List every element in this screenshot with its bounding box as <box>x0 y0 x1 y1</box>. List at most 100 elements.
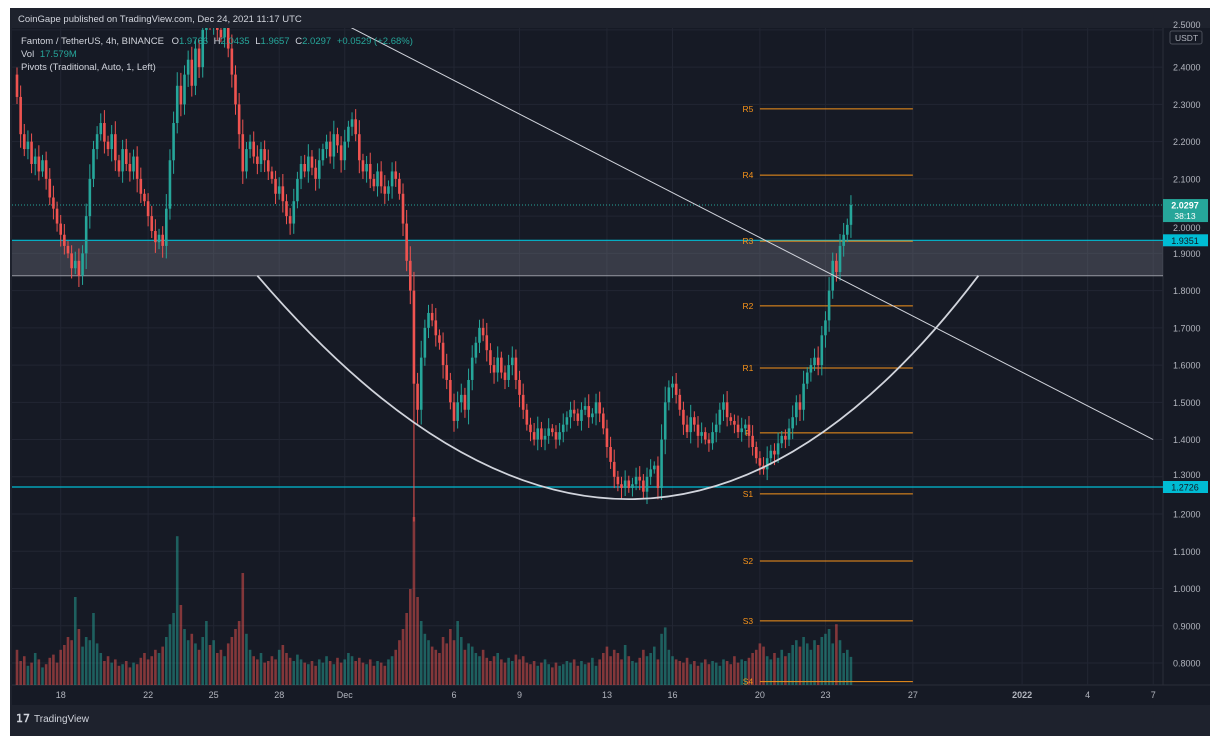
candle-body[interactable] <box>711 432 714 444</box>
candle-body[interactable] <box>63 234 66 246</box>
candle-body[interactable] <box>682 409 685 425</box>
candle-body[interactable] <box>540 428 543 440</box>
candle-body[interactable] <box>587 406 591 418</box>
candle-body[interactable] <box>798 402 802 410</box>
candle-body[interactable] <box>252 141 256 157</box>
candle-body[interactable] <box>106 141 110 150</box>
candle-body[interactable] <box>492 365 496 373</box>
candle-body[interactable] <box>725 402 729 418</box>
candle-body[interactable] <box>248 141 252 150</box>
candle-body[interactable] <box>667 387 671 403</box>
price-axis[interactable] <box>1163 28 1210 685</box>
candle-body[interactable] <box>478 327 481 343</box>
candle-body[interactable] <box>474 342 478 358</box>
candle-body[interactable] <box>88 178 92 217</box>
candle-body[interactable] <box>288 216 292 224</box>
candle-body[interactable] <box>565 417 569 425</box>
candle-body[interactable] <box>707 439 711 444</box>
candle-body[interactable] <box>317 160 321 179</box>
candle-body[interactable] <box>245 149 248 172</box>
candle-body[interactable] <box>114 134 117 161</box>
candle-body[interactable] <box>117 160 121 172</box>
candle-body[interactable] <box>172 123 175 161</box>
candle-body[interactable] <box>773 450 776 455</box>
candles[interactable] <box>15 0 853 522</box>
candle-body[interactable] <box>215 8 219 30</box>
candle-body[interactable] <box>376 171 379 187</box>
candle-body[interactable] <box>296 178 299 202</box>
candle-body[interactable] <box>416 383 419 410</box>
candle-body[interactable] <box>339 145 343 161</box>
candle-body[interactable] <box>569 409 572 418</box>
candle-body[interactable] <box>427 312 430 328</box>
candle-body[interactable] <box>379 171 383 187</box>
candle-body[interactable] <box>92 149 95 179</box>
candle-body[interactable] <box>441 342 445 366</box>
candle-body[interactable] <box>423 327 427 358</box>
candle-body[interactable] <box>37 156 41 172</box>
candle-body[interactable] <box>110 134 113 150</box>
candle-body[interactable] <box>394 171 398 179</box>
candle-body[interactable] <box>263 149 266 161</box>
candle-body[interactable] <box>183 74 186 105</box>
legend-pivots[interactable]: Pivots (Traditional, Auto, 1, Left) <box>21 62 156 73</box>
candle-body[interactable] <box>642 480 645 492</box>
candle-body[interactable] <box>652 465 656 470</box>
candle-body[interactable] <box>663 402 667 440</box>
candle-body[interactable] <box>733 420 736 425</box>
candle-body[interactable] <box>358 134 361 161</box>
candle-body[interactable] <box>405 223 408 261</box>
candle-body[interactable] <box>256 156 259 164</box>
candle-body[interactable] <box>838 245 842 272</box>
candle-body[interactable] <box>609 447 612 462</box>
plot-area[interactable] <box>12 28 1163 685</box>
candle-body[interactable] <box>532 432 536 440</box>
candle-body[interactable] <box>558 432 561 440</box>
candle-body[interactable] <box>722 402 725 410</box>
candle-body[interactable] <box>503 372 507 380</box>
candle-body[interactable] <box>751 435 754 448</box>
candle-body[interactable] <box>572 409 576 414</box>
candle-body[interactable] <box>143 193 146 202</box>
candle-body[interactable] <box>740 428 743 433</box>
candle-body[interactable] <box>314 167 317 179</box>
candle-body[interactable] <box>660 439 663 488</box>
candle-body[interactable] <box>842 234 845 246</box>
candle-body[interactable] <box>241 134 245 172</box>
candle-body[interactable] <box>631 484 634 488</box>
candle-body[interactable] <box>135 156 139 179</box>
candle-body[interactable] <box>605 428 609 448</box>
candle-body[interactable] <box>15 74 19 97</box>
support-zone-rect[interactable] <box>12 240 1163 276</box>
candle-body[interactable] <box>84 216 88 254</box>
candle-body[interactable] <box>747 424 751 436</box>
candle-body[interactable] <box>510 357 514 366</box>
candle-body[interactable] <box>627 480 631 488</box>
candle-body[interactable] <box>685 424 689 433</box>
candle-body[interactable] <box>121 149 124 172</box>
candle-body[interactable] <box>580 409 583 421</box>
candle-body[interactable] <box>226 22 230 49</box>
candle-body[interactable] <box>678 394 682 410</box>
candle-body[interactable] <box>332 134 336 157</box>
candle-body[interactable] <box>849 205 853 225</box>
candle-body[interactable] <box>81 253 84 276</box>
candle-body[interactable] <box>103 123 106 142</box>
candle-body[interactable] <box>372 178 376 187</box>
candle-body[interactable] <box>703 432 707 440</box>
candle-body[interactable] <box>277 186 281 194</box>
candle-body[interactable] <box>73 260 77 269</box>
candle-body[interactable] <box>19 96 22 135</box>
candle-body[interactable] <box>649 469 652 477</box>
time-axis[interactable] <box>12 685 1210 705</box>
candle-body[interactable] <box>470 357 474 380</box>
candle-body[interactable] <box>419 357 423 410</box>
candle-body[interactable] <box>223 22 226 38</box>
candle-body[interactable] <box>270 171 274 179</box>
candle-body[interactable] <box>168 160 172 209</box>
candle-body[interactable] <box>525 409 529 425</box>
candle-body[interactable] <box>602 413 605 429</box>
candle-body[interactable] <box>77 260 81 276</box>
candle-body[interactable] <box>390 171 394 187</box>
legend-volume[interactable]: Vol 17.579M <box>21 49 77 60</box>
